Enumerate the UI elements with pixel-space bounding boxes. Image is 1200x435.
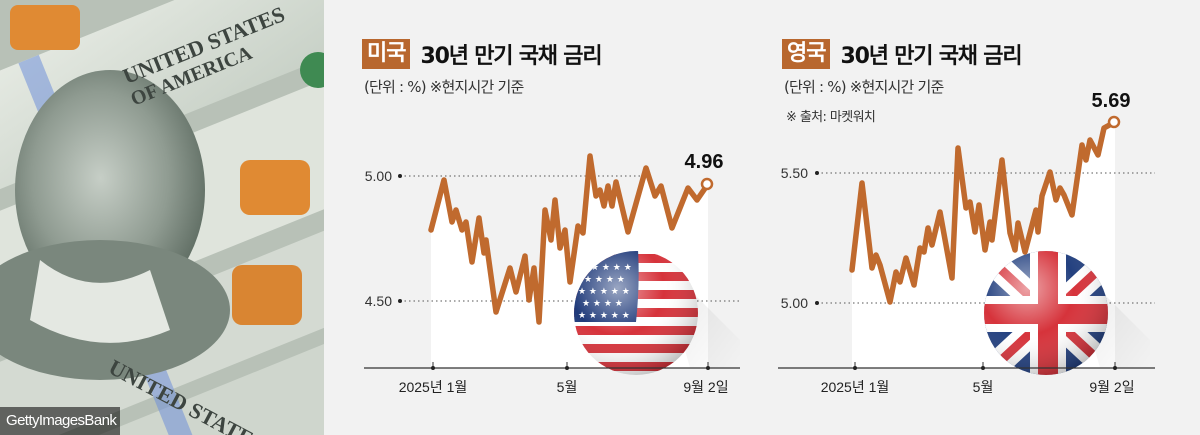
dollar-bills-photo: UNITED STATES OF AMERICA UNITED STATES G… [0, 0, 324, 435]
uk-chart-source: ※ 출처: 마켓워치 [786, 110, 876, 125]
uk-country-badge: 영국 [782, 39, 831, 69]
uk-ytick-5-50: 5.50 [781, 165, 808, 181]
uk-xtick-may: 5월 [973, 379, 994, 395]
us-chart-title: 30년 만기 국채 금리 [420, 44, 602, 69]
us-flag-sphere-icon: ★ ★ ★ ★ ★ ★ ★ ★ ★ ★ ★ ★ ★ ★ ★ ★ ★ ★ ★ ★ … [574, 251, 698, 375]
uk-chart: 5.50 5.00 5.69 2025년 1월 5월 9월 2일 [778, 90, 1155, 395]
us-xtick-jan: 2025년 1월 [399, 379, 468, 395]
us-ytick-4-50: 4.50 [365, 293, 392, 309]
uk-xtick-jan: 2025년 1월 [821, 379, 890, 395]
uk-chart-title: 30년 만기 국채 금리 [840, 44, 1022, 69]
us-last-point-marker [700, 177, 714, 191]
us-last-value-label: 4.96 [685, 151, 724, 173]
us-ytick-5-00: 5.00 [365, 168, 392, 184]
uk-last-value-label: 5.69 [1092, 90, 1131, 112]
us-chart: 5.00 4.50 ★ ★ ★ ★ ★ ★ ★ ★ ★ [364, 151, 740, 395]
photo-credit: GettyImagesBank [0, 407, 120, 435]
us-chart-subtitle: (단위 : %) ※현지시간 기준 [364, 78, 524, 96]
uk-yield-line [849, 119, 1118, 305]
us-title-row: 미국 30년 만기 국채 금리 [362, 38, 603, 70]
us-xtick-sep2: 9월 2일 [683, 379, 728, 395]
us-xtick-may: 5월 [557, 379, 578, 395]
uk-chart-panel: 영국 30년 만기 국채 금리 (단위 : %) ※현지시간 기준 ※ 출처: … [752, 0, 1200, 435]
uk-last-point-marker [1107, 115, 1121, 129]
uk-title-row: 영국 30년 만기 국채 금리 [782, 38, 1023, 70]
photo-illustration: UNITED STATES OF AMERICA UNITED STATES [0, 0, 324, 435]
uk-chart-subtitle: (단위 : %) ※현지시간 기준 [784, 78, 944, 96]
uk-xtick-sep2: 9월 2일 [1089, 379, 1134, 395]
us-chart-panel: 미국 30년 만기 국채 금리 (단위 : %) ※현지시간 기준 [330, 0, 750, 435]
us-yield-line [428, 153, 711, 325]
us-country-badge: 미국 [362, 39, 411, 69]
uk-ytick-5-00: 5.00 [781, 295, 808, 311]
